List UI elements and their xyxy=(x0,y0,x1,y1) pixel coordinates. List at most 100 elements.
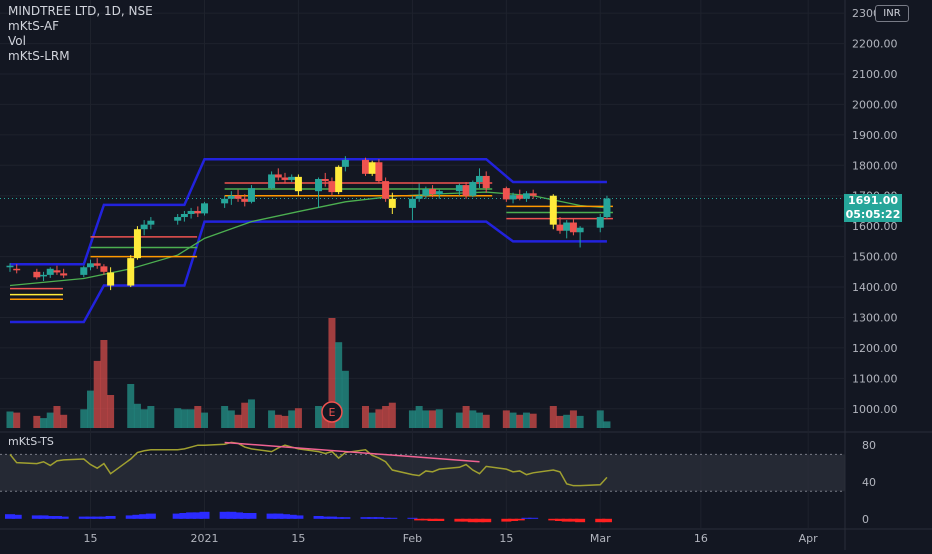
volume-bar xyxy=(502,410,510,428)
ts-histogram-bar xyxy=(293,515,304,519)
earnings-marker-label: E xyxy=(328,406,335,419)
ts-histogram-bar xyxy=(239,513,250,519)
candle-body xyxy=(502,188,510,200)
ts-histogram-bar xyxy=(461,518,472,522)
candle-body xyxy=(247,188,255,202)
candle-body xyxy=(33,271,41,278)
candle-body xyxy=(194,210,202,214)
time-tick-label: 15 xyxy=(499,532,513,545)
volume-bar xyxy=(455,412,463,428)
ts-histogram-bar xyxy=(280,514,290,519)
volume-bar xyxy=(408,410,416,428)
volume-bar xyxy=(516,414,524,428)
ts-histogram-bar xyxy=(514,518,525,521)
ts-histogram-bar xyxy=(125,515,136,519)
candle-body xyxy=(53,270,61,273)
indicator-af-label[interactable]: mKtS-AF xyxy=(8,19,60,33)
main-pane xyxy=(0,0,845,432)
ts-tick-label: 0 xyxy=(862,513,869,526)
candle-body xyxy=(375,162,383,182)
volume-bar xyxy=(13,412,21,428)
chart-legend: MINDTREE LTD, 1D, NSE mKtS-AF Vol mKtS-L… xyxy=(8,4,153,64)
candle-body xyxy=(221,198,229,204)
candle-body xyxy=(80,267,88,275)
volume-bar xyxy=(361,406,369,428)
volume-bar xyxy=(603,421,611,428)
volume-bar xyxy=(569,410,577,428)
currency-badge[interactable]: INR xyxy=(875,5,909,22)
ts-histogram-bar xyxy=(561,518,572,522)
ts-histogram-bar xyxy=(481,518,492,523)
price-tick-label: 2200.00 xyxy=(852,38,898,51)
indicator-ts-label[interactable]: mKtS-TS xyxy=(8,435,54,448)
volume-bar xyxy=(315,406,323,428)
volume-bar xyxy=(509,412,517,428)
candle-body xyxy=(415,195,423,199)
price-tick-label: 2100.00 xyxy=(852,68,898,81)
time-tick-label: 16 xyxy=(694,532,708,545)
volume-bar xyxy=(281,415,289,428)
ts-histogram-bar xyxy=(92,516,103,519)
time-tick-label: Apr xyxy=(799,532,819,545)
candle-body xyxy=(361,159,369,174)
candle-body xyxy=(227,195,235,199)
volume-bar xyxy=(187,409,195,428)
candle-body xyxy=(596,217,604,228)
candle-body xyxy=(522,193,530,199)
candle-body xyxy=(603,198,611,218)
candle-body xyxy=(435,191,443,195)
candle-body xyxy=(482,175,490,189)
ts-histogram-bar xyxy=(98,516,109,519)
candle-body xyxy=(382,181,390,199)
ts-histogram-bar xyxy=(555,518,565,521)
candle-body xyxy=(556,224,564,231)
ts-histogram-bar xyxy=(38,515,49,519)
indicator-lrm-label[interactable]: mKtS-LRM xyxy=(8,49,70,63)
volume-bar xyxy=(576,415,584,428)
volume-bar xyxy=(556,415,564,428)
volume-bar xyxy=(227,410,235,428)
candle-body xyxy=(516,195,524,199)
volume-bar xyxy=(549,406,557,428)
ts-histogram-bar xyxy=(508,518,519,521)
ts-histogram-bar xyxy=(273,513,284,519)
bar-countdown: 05:05:22 xyxy=(845,208,901,221)
ts-histogram-bar xyxy=(501,518,512,522)
ts-histogram-bar xyxy=(219,511,230,519)
ts-histogram-bar xyxy=(575,518,586,523)
candle-body xyxy=(180,214,188,218)
volume-bar xyxy=(127,384,135,428)
volume-bar xyxy=(100,340,108,428)
candle-body xyxy=(321,179,329,182)
time-tick-label: Feb xyxy=(403,532,422,545)
volume-bar xyxy=(234,414,242,428)
indicator-vol-label[interactable]: Vol xyxy=(8,34,26,48)
ts-histogram-bar xyxy=(340,517,351,519)
volume-bar xyxy=(388,402,396,428)
ts-histogram-bar xyxy=(145,513,156,519)
volume-bar xyxy=(33,415,41,428)
volume-bar xyxy=(476,412,484,428)
price-tick-label: 1200.00 xyxy=(852,342,898,355)
candle-body xyxy=(234,195,242,199)
candle-body xyxy=(549,195,557,225)
volume-bar xyxy=(274,414,282,428)
symbol-title[interactable]: MINDTREE LTD, 1D, NSE xyxy=(8,4,153,18)
ts-histogram-bar xyxy=(407,517,418,519)
ts-histogram-bar xyxy=(454,518,465,522)
volume-bar xyxy=(107,395,115,428)
volume-bar xyxy=(147,406,155,428)
candle-body xyxy=(469,182,477,196)
candle-body xyxy=(569,222,577,233)
volume-bar xyxy=(133,403,141,428)
ts-histogram-bar xyxy=(192,512,203,519)
volume-bar xyxy=(40,418,48,428)
ts-histogram-bar xyxy=(326,516,337,519)
ts-tick-label: 40 xyxy=(862,476,876,489)
volume-bar xyxy=(201,412,209,428)
ts-histogram-bar xyxy=(320,516,331,519)
time-tick-label: 15 xyxy=(291,532,305,545)
ts-histogram-bar xyxy=(45,516,56,519)
ts-histogram-bar xyxy=(474,518,485,523)
